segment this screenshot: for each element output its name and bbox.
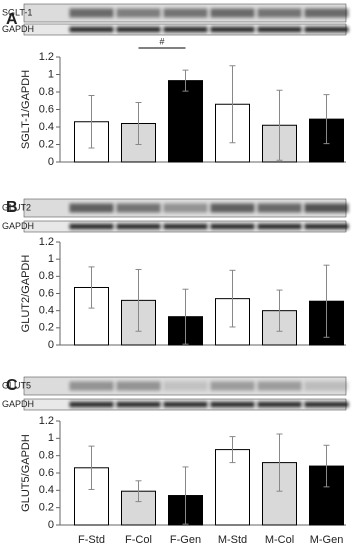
error-bar bbox=[276, 89, 283, 161]
blot-band bbox=[210, 381, 255, 391]
blot-band bbox=[210, 203, 255, 213]
blot-label: GAPDH bbox=[2, 399, 34, 409]
panel-letter: C bbox=[6, 377, 18, 394]
blot-band bbox=[163, 223, 208, 230]
y-tick-label: 0.6 bbox=[39, 103, 54, 115]
blot-band bbox=[257, 26, 302, 33]
blot-band bbox=[69, 8, 114, 18]
error-bar bbox=[276, 289, 283, 332]
error-bar bbox=[182, 466, 189, 525]
y-axis-label: GLUT5/GAPDH bbox=[20, 434, 32, 512]
y-tick-label: 1.2 bbox=[39, 415, 54, 427]
x-tick-label: F-Gen bbox=[170, 534, 201, 546]
y-tick-label: 0.8 bbox=[39, 450, 54, 462]
y-tick-label: 0.2 bbox=[39, 322, 54, 334]
blot-label: GAPDH bbox=[2, 221, 34, 231]
y-tick-label: 0.4 bbox=[39, 305, 54, 317]
blot-band bbox=[69, 203, 114, 213]
error-bar bbox=[229, 269, 236, 328]
x-tick-label: F-Col bbox=[125, 534, 152, 546]
y-tick-label: 0.6 bbox=[39, 287, 54, 299]
blot-band bbox=[116, 203, 161, 213]
blot-band bbox=[257, 8, 302, 18]
blot-band bbox=[69, 26, 114, 33]
blot-label: SGLT-1 bbox=[2, 7, 32, 17]
blot-band bbox=[116, 401, 161, 408]
blot-band bbox=[304, 8, 349, 18]
blot-band bbox=[163, 8, 208, 18]
error-bar bbox=[135, 102, 142, 145]
blot-band bbox=[69, 381, 114, 391]
blot-band bbox=[257, 203, 302, 213]
blot-band bbox=[304, 26, 349, 33]
error-bar bbox=[323, 94, 330, 145]
blot-band bbox=[163, 401, 208, 408]
blot-band bbox=[116, 26, 161, 33]
blot-band bbox=[69, 401, 114, 408]
y-tick-label: 0.4 bbox=[39, 484, 54, 496]
error-bar bbox=[323, 444, 330, 488]
blot-label: GLUT5 bbox=[2, 380, 31, 390]
blot-band bbox=[304, 223, 349, 230]
y-tick-label: 0 bbox=[48, 519, 54, 531]
blot-label: GLUT2 bbox=[2, 202, 31, 212]
x-tick-label: M-Gen bbox=[310, 534, 344, 546]
blot-band bbox=[304, 381, 349, 391]
y-tick-label: 0 bbox=[48, 339, 54, 351]
blot-band bbox=[210, 401, 255, 408]
y-tick-label: 0.2 bbox=[39, 502, 54, 514]
error-bar bbox=[135, 268, 142, 332]
error-bar bbox=[182, 69, 189, 92]
blot-band bbox=[116, 8, 161, 18]
blot-band bbox=[210, 26, 255, 33]
blot-band bbox=[163, 26, 208, 33]
error-bar bbox=[229, 65, 236, 144]
panel-letter: A bbox=[6, 11, 18, 28]
blot-label: GAPDH bbox=[2, 24, 34, 34]
error-bar bbox=[88, 445, 95, 490]
blot-band bbox=[116, 381, 161, 391]
y-tick-label: 0.8 bbox=[39, 86, 54, 98]
y-tick-label: 0 bbox=[48, 156, 54, 168]
error-bar bbox=[323, 264, 330, 338]
blot-band bbox=[304, 401, 349, 408]
blot-band bbox=[257, 401, 302, 408]
blot-band bbox=[257, 223, 302, 230]
blot-band bbox=[210, 223, 255, 230]
y-tick-label: 1 bbox=[48, 253, 54, 265]
x-tick-label: F-Std bbox=[78, 534, 105, 546]
x-tick-label: M-Std bbox=[218, 534, 247, 546]
blot-band bbox=[304, 203, 349, 213]
y-axis-label: GLUT2/GAPDH bbox=[20, 255, 32, 333]
blot-band bbox=[163, 203, 208, 213]
error-bar bbox=[88, 95, 95, 149]
blot-band bbox=[69, 223, 114, 230]
y-tick-label: 0.6 bbox=[39, 467, 54, 479]
x-tick-label: M-Col bbox=[265, 534, 294, 546]
error-bar bbox=[229, 436, 236, 464]
panel-letter: B bbox=[6, 199, 18, 216]
annotation: # bbox=[159, 36, 164, 46]
y-tick-label: 0.2 bbox=[39, 138, 54, 150]
y-tick-label: 0.4 bbox=[39, 121, 54, 133]
bar bbox=[168, 80, 203, 163]
y-tick-label: 1.2 bbox=[39, 51, 54, 63]
y-tick-label: 1.2 bbox=[39, 236, 54, 248]
blot-band bbox=[163, 381, 208, 391]
y-tick-label: 1 bbox=[48, 432, 54, 444]
y-axis-label: SGLT-1/GAPDH bbox=[20, 70, 32, 149]
blot-band bbox=[116, 223, 161, 230]
error-bar bbox=[276, 433, 283, 492]
blot-band bbox=[257, 381, 302, 391]
y-tick-label: 1 bbox=[48, 68, 54, 80]
error-bar bbox=[182, 288, 189, 345]
y-tick-label: 0.8 bbox=[39, 270, 54, 282]
blot-band bbox=[210, 8, 255, 18]
error-bar bbox=[135, 480, 142, 503]
error-bar bbox=[88, 266, 95, 309]
